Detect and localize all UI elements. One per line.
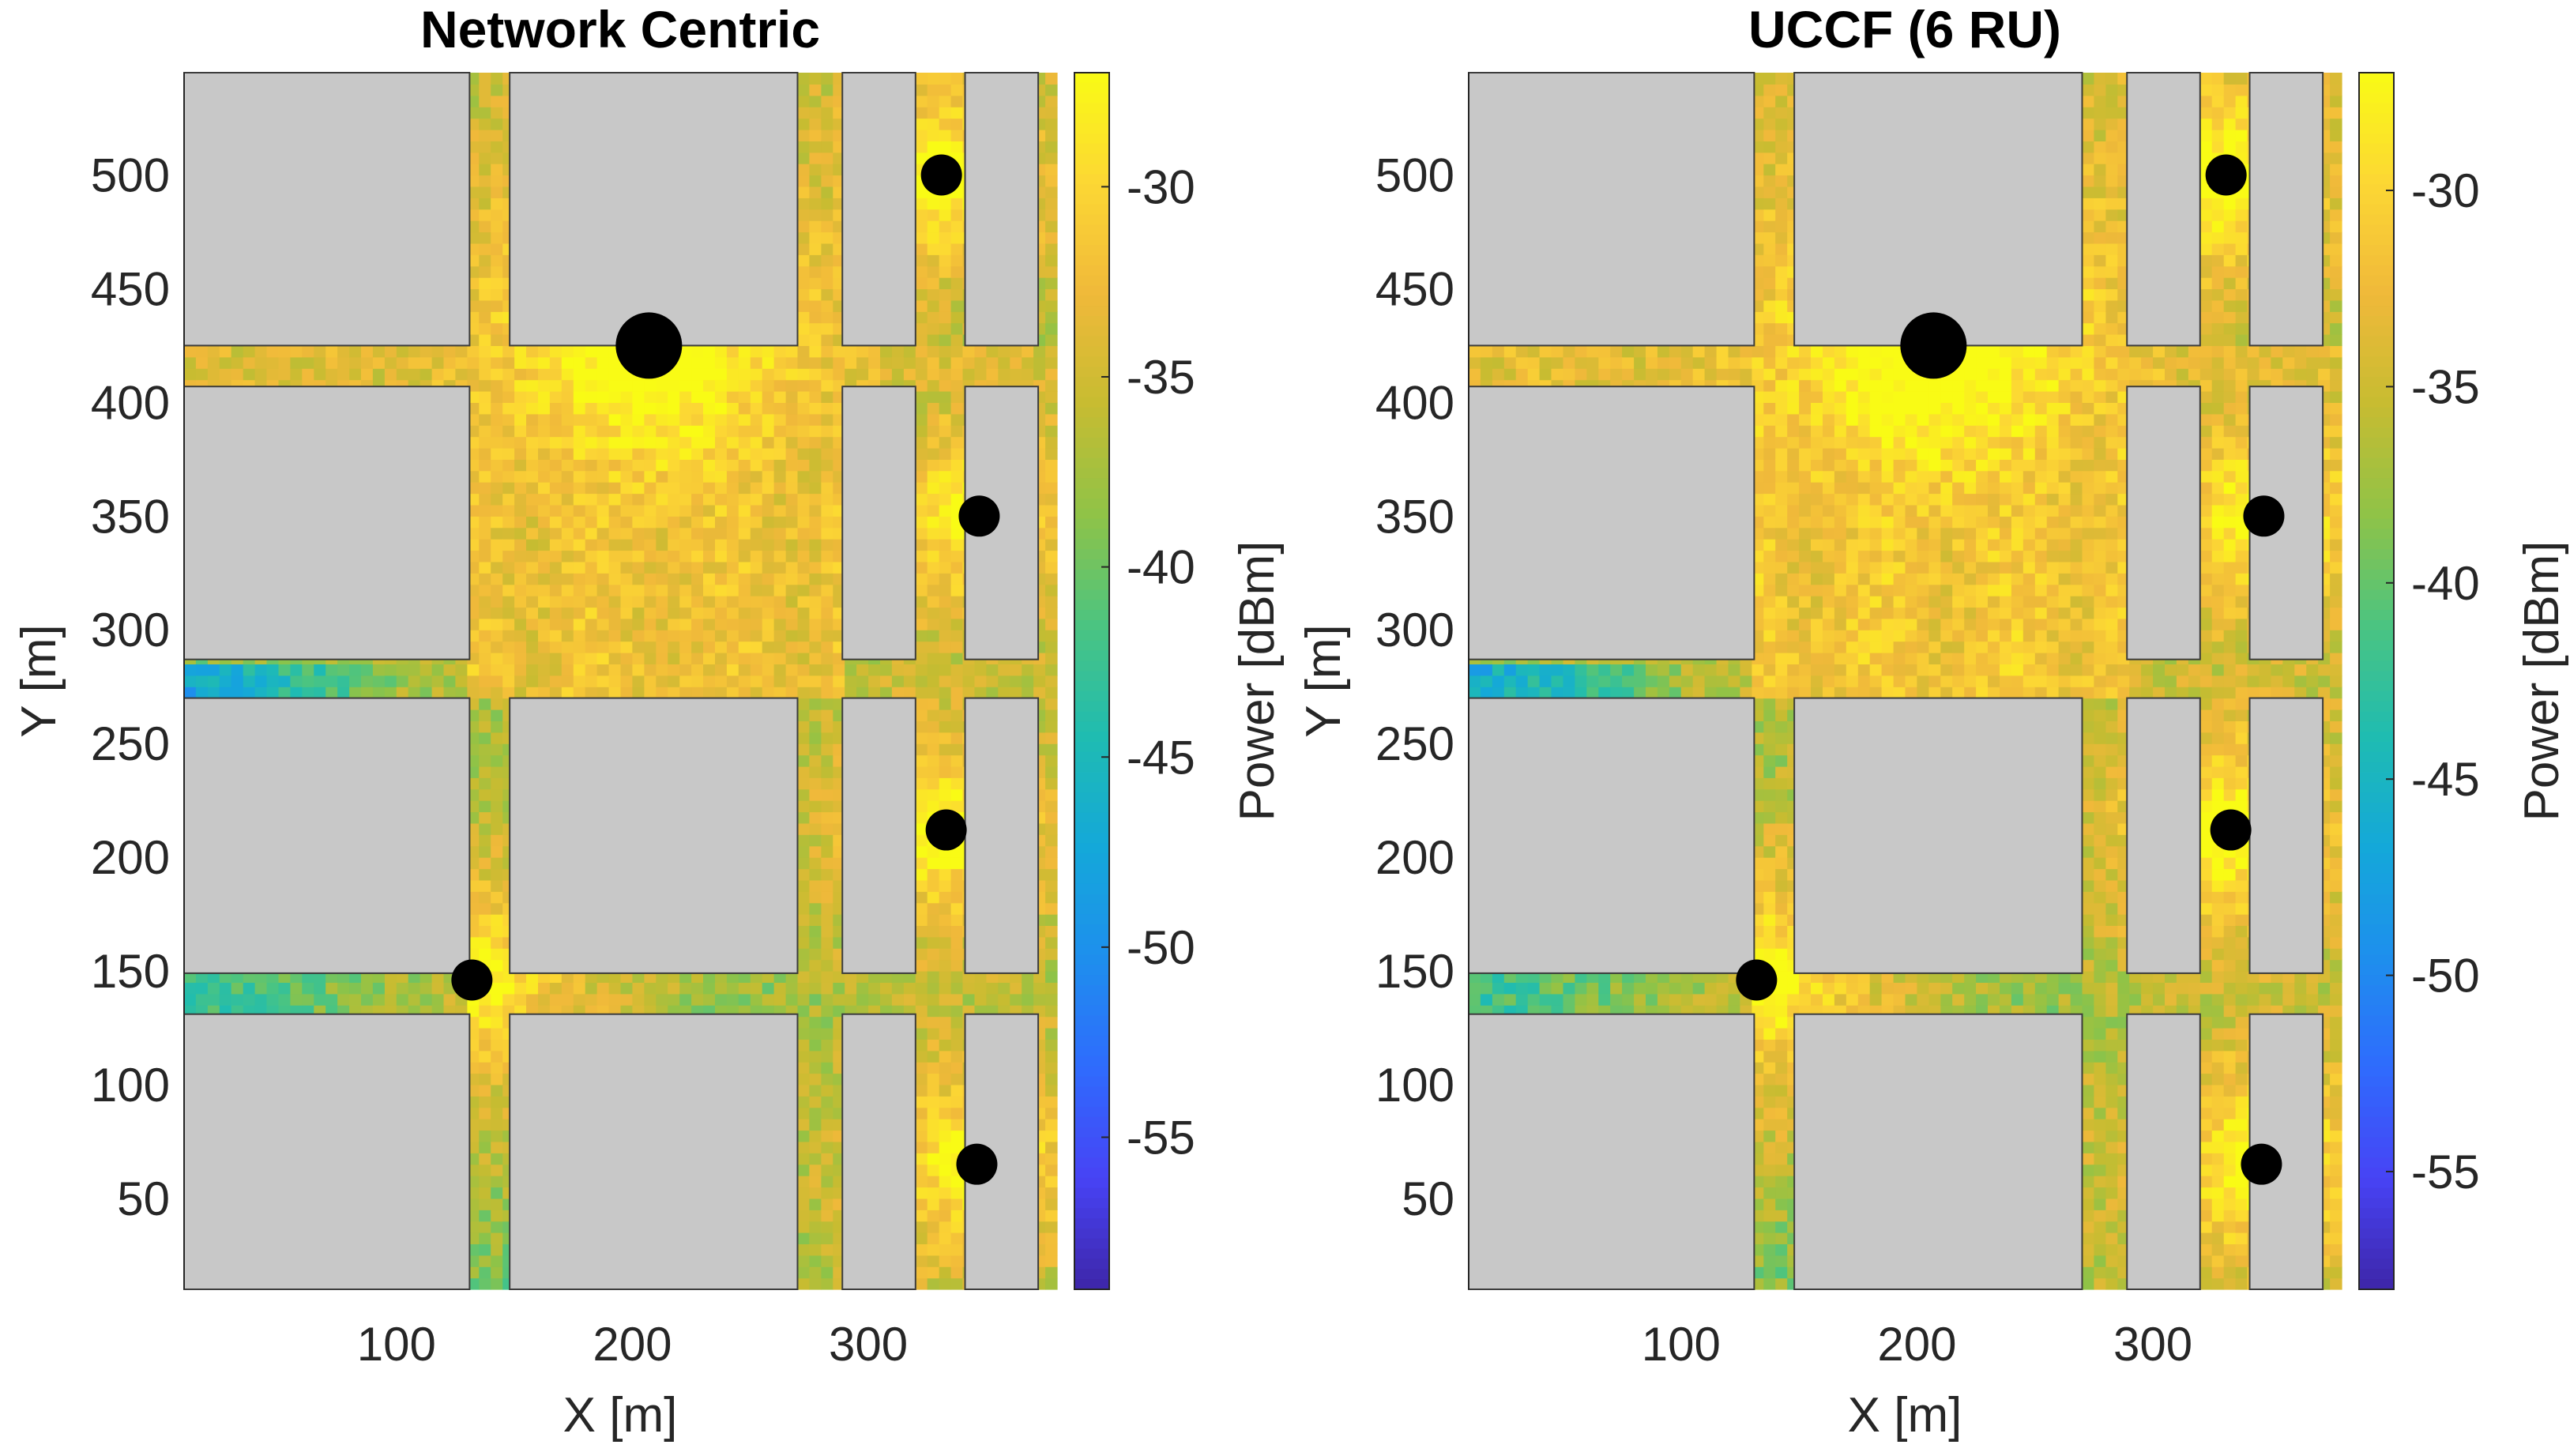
building-block: [964, 697, 1040, 974]
y-tick-label: 350: [91, 490, 170, 543]
radio-unit-marker: [2241, 1143, 2282, 1185]
building-block: [509, 697, 799, 974]
building-block: [841, 697, 916, 974]
radio-unit-marker: [1736, 959, 1778, 1001]
building-block: [509, 72, 799, 347]
building-block: [1468, 72, 1755, 347]
y-tick-label: 100: [91, 1059, 170, 1112]
colorbar-tick-label: -30: [2411, 164, 2480, 217]
colorbar: -30 -35 -40 -45 -50 -55: [1074, 72, 1195, 1290]
building-block: [964, 72, 1040, 347]
building-block: [1793, 697, 2083, 974]
x-tick-label: 200: [1877, 1318, 1956, 1371]
building-block: [183, 1013, 471, 1290]
radio-unit-marker: [451, 959, 493, 1001]
x-tick-label: 100: [1642, 1318, 1721, 1371]
heatmap-chart-network-centric: Network Centric 100 200 300 50 100 150 200 250 3…: [12, 0, 1285, 1443]
x-tick-label: 100: [357, 1318, 436, 1371]
chart-title: Network Centric: [420, 0, 820, 58]
radio-unit-marker: [958, 495, 1000, 537]
y-tick-label: 100: [1375, 1059, 1454, 1112]
colorbar-tick-label: -45: [2411, 753, 2480, 806]
building-block: [183, 697, 471, 974]
radio-unit-marker: [1900, 312, 1967, 379]
colorbar-tick-label: -55: [1127, 1112, 1195, 1164]
y-tick-label: 500: [91, 149, 170, 202]
colorbar-tick-label: -35: [2411, 360, 2480, 413]
y-tick-label: 400: [1375, 376, 1454, 429]
building-block: [841, 386, 916, 660]
y-tick-label: 300: [91, 604, 170, 657]
radio-unit-marker: [920, 154, 962, 196]
building-block: [2126, 1013, 2201, 1290]
y-tick-label: 200: [91, 831, 170, 884]
building-block: [841, 72, 916, 347]
y-tick-label: 350: [1375, 490, 1454, 543]
y-tick-label: 200: [1375, 831, 1454, 884]
building-block: [1793, 72, 2083, 347]
radio-unit-marker: [2210, 809, 2252, 851]
colorbar-label: Power [dBm]: [2515, 541, 2569, 822]
heatmap-plot-area: 100 200 300 50 100 150 200 250 300 350 400 450 500 -3…: [91, 72, 1195, 1371]
y-axis-label: Y [m]: [1296, 624, 1351, 738]
building-block: [2126, 72, 2201, 347]
x-tick-label: 300: [829, 1318, 908, 1371]
colorbar-tick-label: -35: [1127, 351, 1195, 404]
building-block: [2126, 697, 2201, 974]
colorbar-tick-label: -40: [2411, 557, 2480, 610]
radio-unit-marker: [956, 1143, 998, 1185]
colorbar-frame: [1074, 72, 1110, 1290]
colorbar: -30 -35 -40 -45 -50 -55: [2358, 72, 2480, 1290]
y-tick-label: 400: [91, 376, 170, 429]
building-block: [183, 386, 471, 660]
building-block: [1793, 1013, 2083, 1290]
y-tick-label: 450: [91, 262, 170, 315]
radio-unit-marker: [2205, 154, 2247, 196]
x-tick-label: 300: [2113, 1318, 2192, 1371]
y-tick-label: 300: [1375, 604, 1454, 657]
colorbar-tick-label: -45: [1127, 731, 1195, 784]
colorbar-tick-label: -50: [2411, 950, 2480, 1003]
x-tick-label: 200: [593, 1318, 672, 1371]
y-tick-label: 50: [1402, 1172, 1454, 1225]
radio-unit-marker: [615, 312, 683, 379]
y-tick-label: 250: [1375, 717, 1454, 770]
radio-unit-marker: [925, 809, 967, 851]
colorbar-tick-label: -55: [2411, 1146, 2480, 1198]
colorbar-frame: [2358, 72, 2395, 1290]
radio-unit-marker: [2243, 495, 2285, 537]
heatmap-chart-uccf: UCCF (6 RU) 100 200 300 50 100 150 200 250 300 35…: [1296, 0, 2569, 1443]
building-block: [2126, 386, 2201, 660]
chart-title: UCCF (6 RU): [1748, 0, 2061, 58]
building-block: [2248, 697, 2324, 974]
y-axis-label: Y [m]: [12, 624, 66, 738]
building-block: [1468, 1013, 1755, 1290]
y-tick-label: 500: [1375, 149, 1454, 202]
colorbar-tick-label: -40: [1127, 541, 1195, 594]
building-block: [183, 72, 471, 347]
building-block: [2248, 72, 2324, 347]
colorbar-label: Power [dBm]: [1230, 541, 1285, 822]
x-axis-label: X [m]: [1848, 1388, 1962, 1443]
y-tick-label: 50: [117, 1172, 170, 1225]
y-tick-label: 450: [1375, 262, 1454, 315]
y-tick-label: 250: [91, 717, 170, 770]
x-axis-label: X [m]: [563, 1388, 678, 1443]
building-block: [1468, 697, 1755, 974]
building-block: [841, 1013, 916, 1290]
building-block: [509, 1013, 799, 1290]
building-block: [1468, 386, 1755, 660]
panel-network-centric: Network Centric 100 200 300 50 100 150 200 250 3…: [12, 0, 1285, 1443]
y-tick-label: 150: [91, 945, 170, 998]
colorbar-tick-label: -30: [1127, 160, 1195, 213]
colorbar-tick-label: -50: [1127, 921, 1195, 974]
panel-uccf: UCCF (6 RU) 100 200 300 50 100 150 200 250 300 35…: [1285, 0, 2569, 1456]
y-tick-label: 150: [1375, 945, 1454, 998]
heatmap-plot-area: 100 200 300 50 100 150 200 250 300 350 400 450 500 -3…: [1375, 72, 2480, 1371]
